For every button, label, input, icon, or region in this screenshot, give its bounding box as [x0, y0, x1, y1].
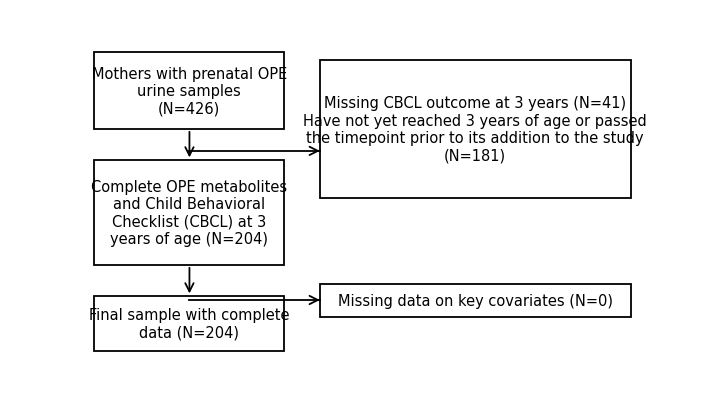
Text: Missing CBCL outcome at 3 years (N=41)
Have not yet reached 3 years of age or pa: Missing CBCL outcome at 3 years (N=41) H…: [303, 96, 648, 163]
Bar: [320, 284, 630, 317]
Bar: [94, 161, 284, 265]
Text: Final sample with complete
data (N=204): Final sample with complete data (N=204): [89, 308, 290, 340]
Text: Complete OPE metabolites
and Child Behavioral
Checklist (CBCL) at 3
years of age: Complete OPE metabolites and Child Behav…: [91, 179, 288, 247]
Bar: [320, 61, 630, 198]
Bar: [94, 296, 284, 351]
Text: Mothers with prenatal OPE
urine samples
(N=426): Mothers with prenatal OPE urine samples …: [92, 67, 287, 116]
Bar: [94, 53, 284, 130]
Text: Missing data on key covariates (N=0): Missing data on key covariates (N=0): [338, 293, 613, 308]
